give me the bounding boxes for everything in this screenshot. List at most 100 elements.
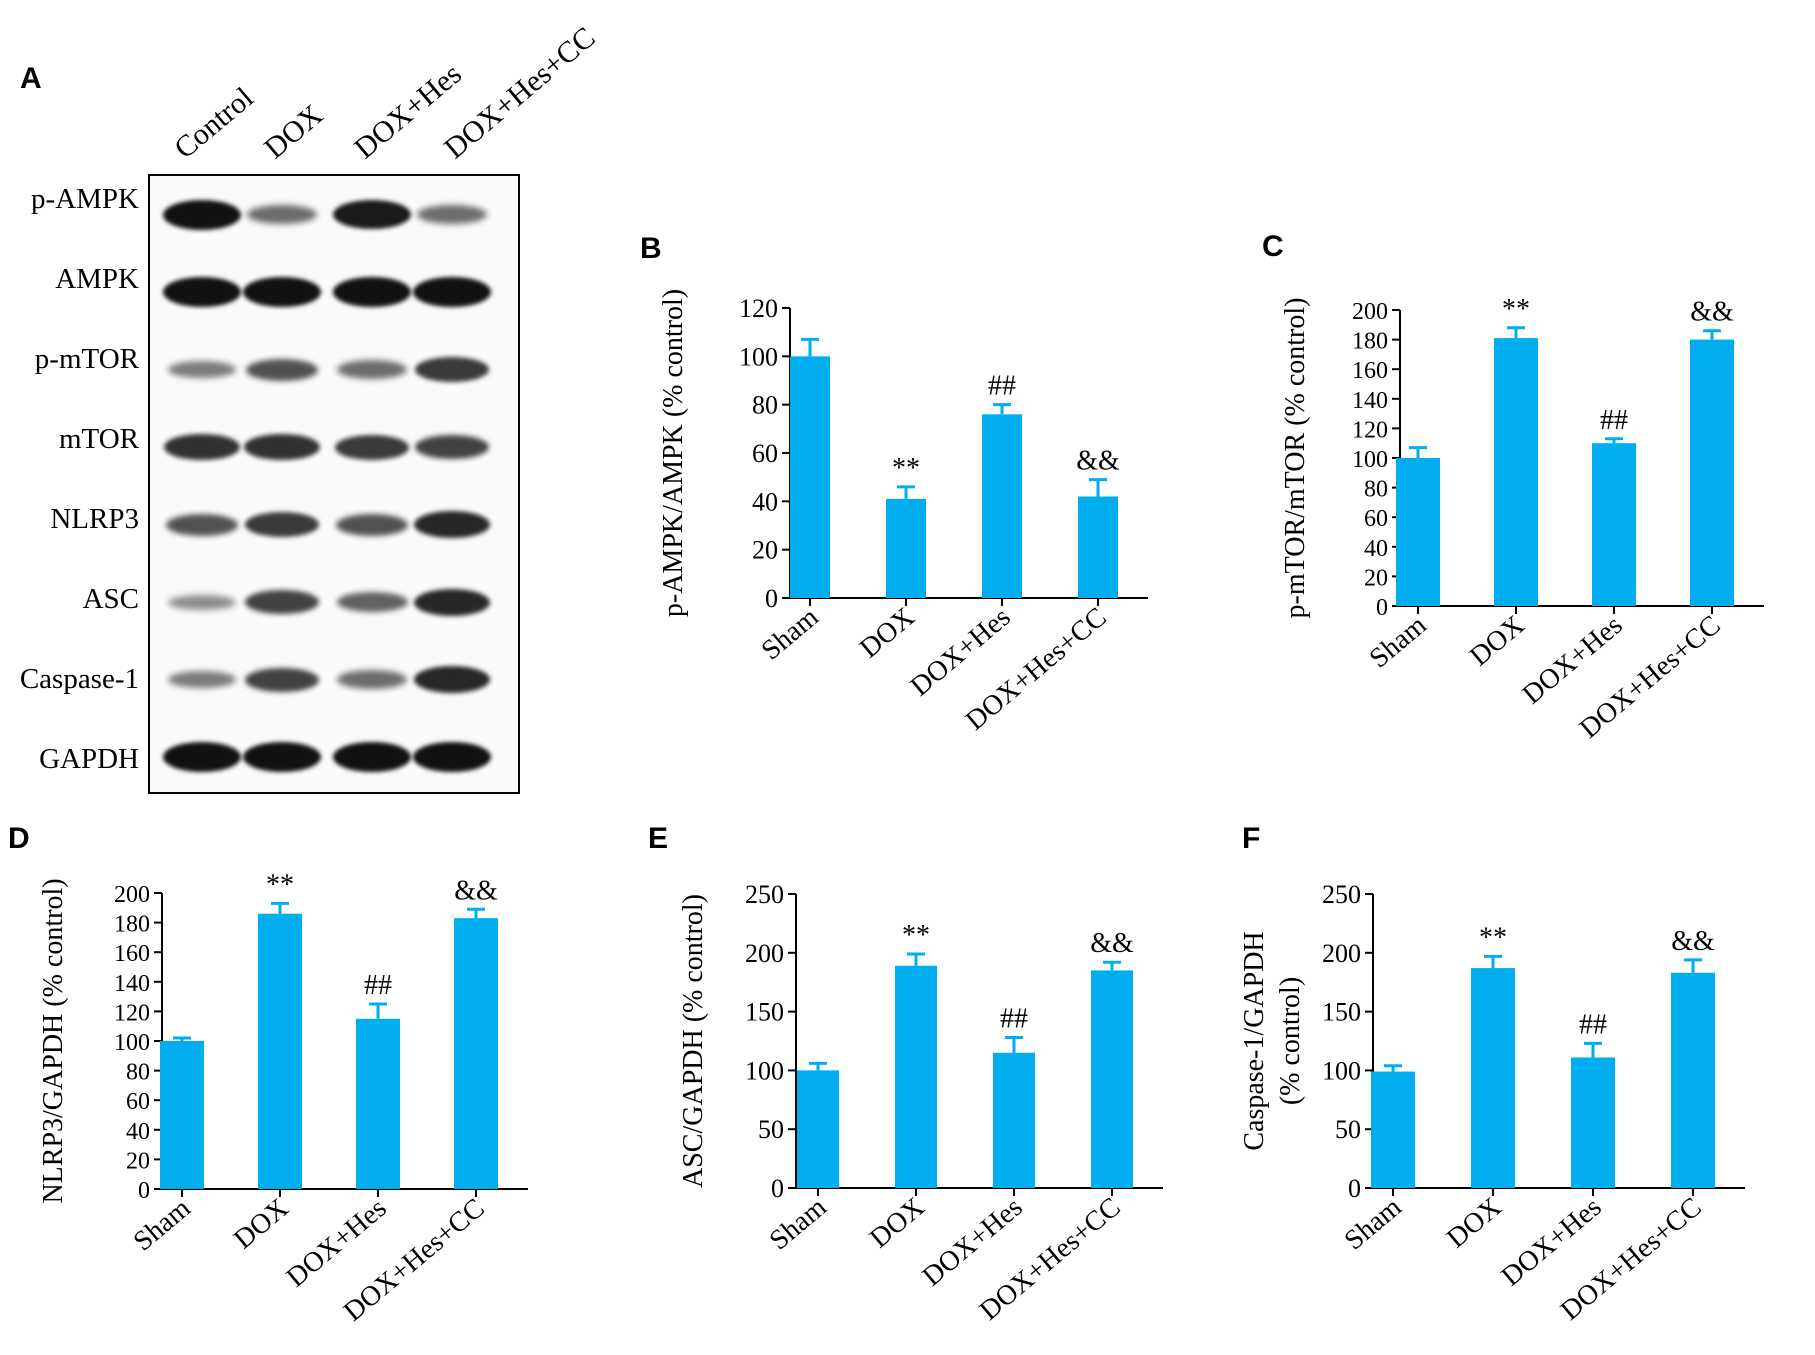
chart-panel-f: 0 50 100 150 200 250 Caspase-1/GAPDH (% control… — [1239, 880, 1745, 1327]
blot-band — [333, 742, 411, 773]
y-tick-label: 140 — [1352, 388, 1388, 414]
blot-label-nlrp3: NLRP3 — [50, 503, 139, 535]
blot-band — [335, 513, 409, 536]
bar — [886, 498, 926, 598]
significance-label: && — [454, 875, 498, 906]
blot-label-p-mtor: p-mTOR — [34, 343, 139, 375]
y-axis-label: p-mTOR/mTOR (% control) — [1280, 298, 1311, 619]
blot-band — [414, 357, 490, 383]
blot-band — [414, 666, 490, 694]
y-tick-label: 180 — [114, 912, 150, 938]
panel-label-c: C — [1262, 230, 1284, 263]
significance-label: ## — [1579, 1009, 1607, 1040]
y-tick-label: 160 — [1352, 358, 1388, 384]
y-tick-label: 100 — [745, 1056, 784, 1085]
bar — [1371, 1071, 1415, 1188]
x-tick-label: DOX — [228, 1193, 294, 1256]
significance-label: && — [1090, 928, 1134, 959]
chart-panel-d: 0 20 40 60 80 100 120 140 160 180 200 NLRP3/GAPDH (… — [38, 869, 528, 1328]
y-tick-label: 80 — [126, 1060, 150, 1086]
y-tick-label: 250 — [1322, 880, 1361, 909]
bar — [1592, 443, 1636, 606]
blot-band — [168, 594, 236, 610]
blot-label-p-ampk: p-AMPK — [31, 183, 139, 215]
y-tick-label: 250 — [745, 880, 784, 909]
panel-label-a: A — [20, 62, 42, 95]
y-tick-label: 20 — [126, 1148, 150, 1174]
y-tick-label: 200 — [745, 939, 784, 968]
blot-band — [243, 742, 321, 773]
y-tick-label: 0 — [138, 1178, 150, 1204]
y-tick-label: 150 — [1322, 998, 1361, 1027]
blot-label-ampk: AMPK — [55, 263, 139, 295]
bar — [258, 913, 302, 1189]
blot-band — [414, 588, 490, 616]
panel-label-f: F — [1242, 822, 1261, 855]
y-tick-label: 0 — [1348, 1174, 1361, 1203]
significance-label: ** — [902, 920, 930, 951]
y-tick-label: 40 — [752, 487, 778, 516]
blot-band — [414, 511, 490, 539]
blot-band — [336, 360, 408, 380]
blot-band — [416, 205, 488, 225]
y-tick-label: 0 — [765, 584, 778, 613]
blot-band — [244, 434, 320, 461]
blot-band — [244, 512, 320, 538]
x-tick-label: DOX — [1464, 610, 1530, 673]
significance-label: ** — [1479, 922, 1507, 953]
blot-band — [415, 435, 489, 460]
blot-band — [333, 277, 411, 308]
bar — [1091, 970, 1133, 1188]
x-tick-label: DOX — [864, 1192, 930, 1255]
bar — [356, 1018, 400, 1189]
y-tick-label: 160 — [114, 941, 150, 967]
y-tick-label: 0 — [771, 1174, 784, 1203]
y-tick-label: 120 — [1352, 417, 1388, 443]
significance-label: ## — [1600, 405, 1628, 436]
y-tick-label: 120 — [114, 1000, 150, 1026]
blot-band — [163, 742, 241, 773]
blot-label-mtor: mTOR — [58, 423, 139, 455]
y-tick-label: 60 — [752, 439, 778, 468]
blot-row-mtor — [150, 409, 518, 487]
y-tick-label: 100 — [1352, 447, 1388, 473]
y-axis-label: (% control) — [1275, 977, 1306, 1105]
y-tick-label: 100 — [114, 1030, 150, 1056]
y-tick-label: 200 — [1352, 299, 1388, 325]
significance-label: && — [1076, 446, 1120, 477]
y-tick-label: 150 — [745, 998, 784, 1027]
blot-band — [164, 434, 240, 461]
y-tick-label: 100 — [739, 342, 778, 371]
y-tick-label: 20 — [752, 536, 778, 565]
x-tick-label: DOX — [1441, 1192, 1507, 1255]
significance-label: ** — [266, 869, 294, 900]
bar — [1078, 496, 1118, 598]
significance-label: ## — [988, 371, 1016, 402]
chart-panel-c: 0 20 40 60 80 100 120 140 160 180 200 p-mTOR/mTOR (… — [1280, 294, 1764, 745]
bar — [1571, 1057, 1615, 1188]
blot-row-nlrp3 — [150, 486, 518, 564]
x-tick-label: Sham — [1364, 609, 1433, 674]
panel-label-e: E — [648, 822, 669, 855]
y-tick-label: 100 — [1322, 1056, 1361, 1085]
blot-band — [246, 205, 318, 225]
blot-band — [334, 434, 410, 460]
bar — [454, 918, 498, 1189]
blot-band — [333, 200, 411, 230]
blot-band — [245, 358, 319, 381]
y-axis-label: NLRP3/GAPDH (% control) — [38, 878, 69, 1203]
y-tick-label: 60 — [126, 1089, 150, 1115]
blot-label-gapdh: GAPDH — [39, 743, 139, 775]
y-tick-label: 50 — [758, 1115, 784, 1144]
blot-band — [167, 361, 237, 379]
y-tick-label: 200 — [1322, 939, 1361, 968]
y-tick-label: 80 — [1364, 477, 1388, 503]
blot-band — [245, 667, 319, 692]
panel-label-d: D — [8, 822, 30, 855]
y-tick-label: 40 — [126, 1119, 150, 1145]
y-tick-label: 60 — [1364, 506, 1388, 532]
blot-band — [245, 590, 319, 615]
